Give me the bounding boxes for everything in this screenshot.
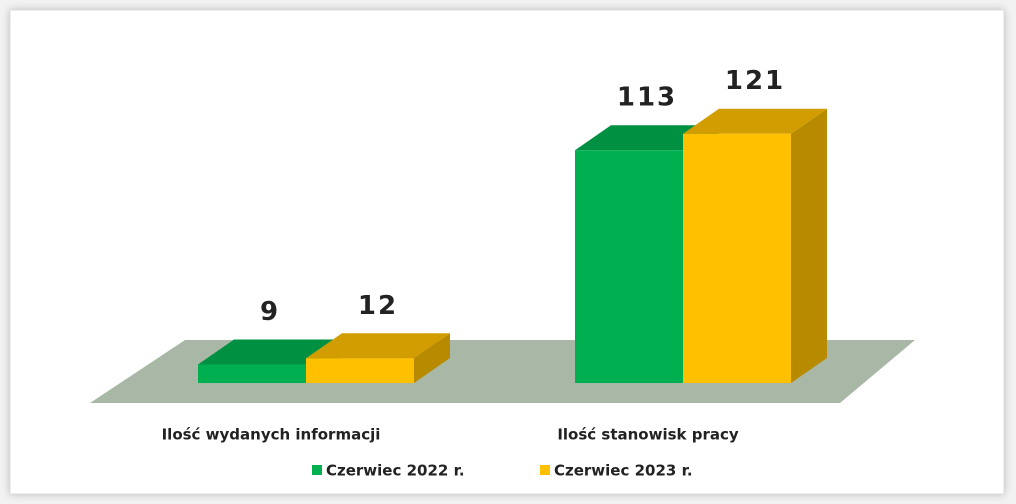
- bar-front: [198, 364, 306, 383]
- x-tick-label: Ilość stanowisk pracy: [557, 426, 739, 444]
- bar-side: [414, 333, 450, 383]
- bar-top: [306, 333, 450, 359]
- bar-front: [683, 133, 791, 383]
- x-tick-label: Ilość wydanych informacji: [162, 426, 381, 444]
- bar-top: [683, 108, 827, 134]
- data-label: 113: [617, 83, 677, 113]
- legend-label: Czerwiec 2022 r.: [326, 462, 465, 480]
- data-label: 9: [260, 297, 280, 327]
- bar-side: [791, 108, 827, 384]
- panel: [9, 9, 1005, 495]
- legend-swatch: [312, 465, 322, 475]
- legend-label: Czerwiec 2023 r.: [554, 462, 693, 480]
- bar-top: [198, 339, 342, 365]
- legend-swatch: [540, 465, 550, 475]
- data-label: 121: [725, 66, 785, 96]
- bar-front: [306, 358, 414, 383]
- bar: [683, 108, 827, 384]
- bar-front: [575, 150, 683, 383]
- bar: [306, 333, 450, 383]
- data-label: 12: [358, 291, 398, 321]
